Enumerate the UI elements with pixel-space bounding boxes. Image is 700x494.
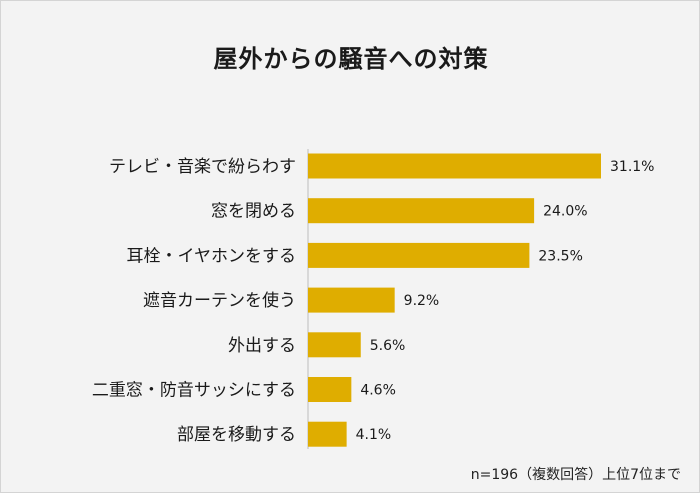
category-label-4: 遮音カーテンを使う [143,290,296,311]
category-label-7: 部屋を移動する [177,425,296,445]
value-label-6: 4.6% [360,383,396,399]
value-label-3: 23.5% [538,248,582,264]
category-label-2: 窓を閉める [211,202,296,222]
value-label-1: 31.1% [610,159,654,175]
value-label-4: 9.2% [404,293,440,309]
value-label-7: 4.1% [356,427,392,443]
bar-1 [308,153,601,179]
category-label-6: 二重窓・防音サッシにする [92,381,296,401]
bar-6 [308,377,352,402]
bar-5 [308,332,361,358]
bar-4 [308,287,395,313]
footnote: n=196（複数回答）上位7位まで [470,467,681,483]
bar-7 [308,421,347,447]
category-label-1: テレビ・音楽で紛らわす [109,157,296,177]
bar-3 [308,242,530,268]
bar-2 [308,198,535,224]
chart-title: 屋外からの騒音への対策 [213,45,489,73]
bars-group: テレビ・音楽で紛らわす 31.1% 窓を閉める 24.0% 耳栓・イヤホンをする 23.5… [92,153,654,447]
value-label-5: 5.6% [370,338,406,354]
category-label-3: 耳栓・イヤホンをする [127,246,297,266]
value-label-2: 24.0% [543,204,587,220]
category-label-5: 外出する [228,336,296,356]
